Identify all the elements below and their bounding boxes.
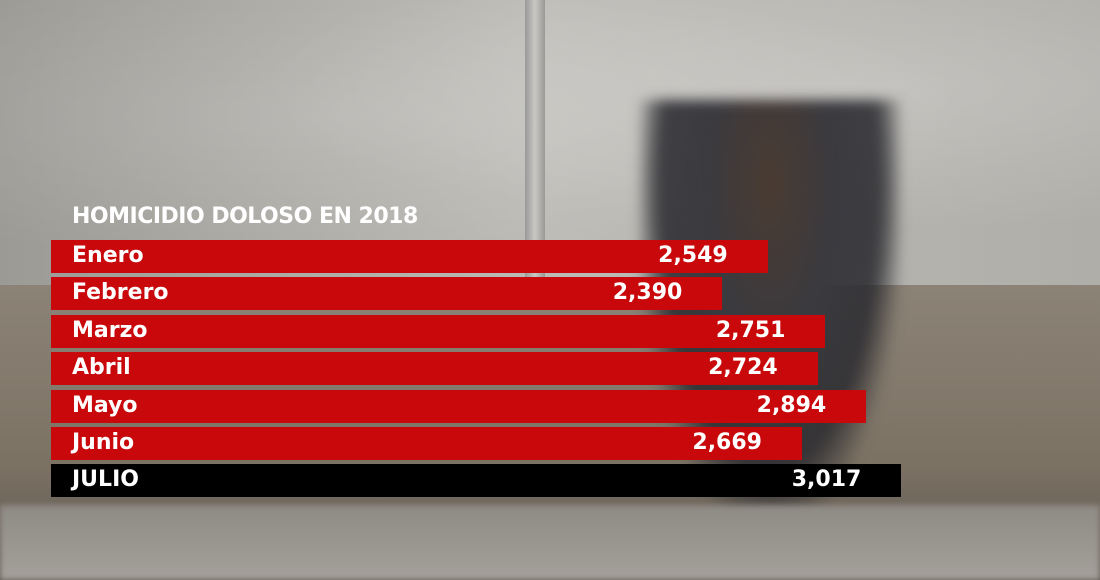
category-label: Junio [72,430,135,455]
category-label: JULIO [72,467,139,493]
bar-abril: Abril 2,724 [51,352,818,386]
value-label: 2,724 [708,355,778,381]
value-label: 2,751 [715,317,786,343]
chart-title: HOMICIDIO DOLOSO EN 2018 [72,204,418,229]
category-label: Enero [72,243,144,268]
background-pipe [525,0,545,290]
category-label: Abril [72,355,131,381]
background-foreground-wall [0,505,1100,580]
value-label: 2,894 [756,392,827,418]
bar-junio: Junio 2,669 [51,427,802,460]
value-label: 3,017 [791,467,862,493]
category-label: Febrero [72,280,169,306]
bar-julio: JULIO 3,017 [51,464,902,498]
value-label: 2,669 [692,430,762,455]
value-label: 2,390 [612,280,683,306]
category-label: Mayo [72,392,138,418]
bar-mayo: Mayo 2,894 [51,389,867,423]
bar-marzo: Marzo 2,751 [51,314,826,348]
category-label: Marzo [72,317,148,343]
bar-enero: Enero 2,549 [51,240,768,273]
bar-febrero: Febrero 2,390 [51,277,723,311]
value-label: 2,549 [658,243,728,268]
